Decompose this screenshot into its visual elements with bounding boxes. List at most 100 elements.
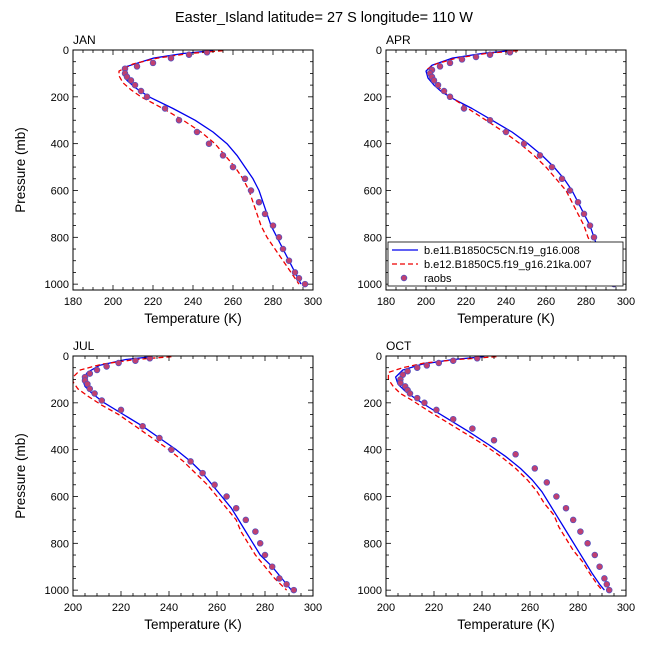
raobs-marker bbox=[591, 551, 599, 559]
legend-label: b.e11.B1850C5CN.f19_g16.008 bbox=[424, 245, 580, 257]
x-tick-label: 300 bbox=[304, 296, 322, 308]
raobs-marker bbox=[449, 415, 457, 423]
legend-label: raobs bbox=[424, 273, 452, 285]
raobs-marker bbox=[256, 540, 264, 547]
raobs-marker bbox=[435, 359, 443, 367]
raobs-marker bbox=[137, 87, 145, 95]
raobs-marker bbox=[458, 56, 466, 63]
raobs-marker bbox=[558, 175, 566, 183]
raobs-marker bbox=[143, 93, 151, 101]
raobs-marker bbox=[531, 465, 539, 472]
raobs-marker bbox=[203, 50, 211, 56]
raobs-marker bbox=[123, 73, 131, 81]
x-tick-label: 280 bbox=[264, 296, 282, 308]
x-tick-label: 260 bbox=[224, 296, 242, 308]
raobs-marker bbox=[506, 50, 514, 56]
x-tick-label: 300 bbox=[304, 602, 322, 614]
series-group bbox=[387, 356, 613, 594]
plot-frame bbox=[72, 355, 314, 597]
raobs-marker bbox=[436, 63, 444, 70]
raobs-marker bbox=[185, 51, 193, 58]
raobs-marker bbox=[175, 116, 183, 124]
y-tick-label: 800 bbox=[364, 538, 382, 550]
x-tick-label: 260 bbox=[521, 602, 539, 614]
raobs-marker bbox=[536, 152, 544, 159]
raobs-marker bbox=[472, 53, 480, 61]
raobs-marker bbox=[133, 63, 141, 70]
raobs-marker bbox=[301, 280, 309, 288]
y-tick-label: 600 bbox=[364, 185, 382, 197]
raobs-marker bbox=[276, 575, 283, 582]
panel-apr: 180 200 220 240 260 280 300 0 200 400 600 800 1000 AP… bbox=[358, 33, 636, 326]
panel-title: OCT bbox=[386, 339, 412, 353]
raobs-marker bbox=[91, 390, 98, 397]
x-tick-label: 240 bbox=[160, 602, 178, 614]
raobs-marker bbox=[205, 140, 213, 147]
raobs-marker bbox=[601, 575, 608, 582]
x-tick-label: 240 bbox=[497, 296, 515, 308]
raobs-marker bbox=[421, 399, 428, 407]
y-tick-label: 0 bbox=[63, 45, 69, 57]
series-group bbox=[425, 50, 618, 288]
y-tick-label: 600 bbox=[364, 491, 382, 503]
panel-oct: 200 220 240 260 280 300 0 200 400 600 800 1000 OCT Te… bbox=[358, 339, 636, 632]
y-tick-label: 0 bbox=[376, 45, 382, 57]
raobs-marker bbox=[433, 406, 440, 414]
x-axis-label: Temperature (K) bbox=[144, 311, 242, 326]
x-tick-label: 280 bbox=[569, 602, 587, 614]
raobs-marker bbox=[252, 528, 259, 535]
x-tick-label: 260 bbox=[208, 602, 226, 614]
legend-label: b.e12.B1850C5.f19_g16.21ka.007 bbox=[424, 259, 592, 271]
y-tick-label: 600 bbox=[51, 491, 69, 503]
series-line-model2 bbox=[118, 50, 300, 285]
raobs-marker bbox=[446, 93, 454, 101]
raobs-marker bbox=[566, 187, 574, 194]
y-tick-label: 200 bbox=[51, 398, 69, 410]
x-axis-label: Temperature (K) bbox=[457, 617, 555, 632]
raobs-marker bbox=[397, 379, 404, 387]
raobs-marker bbox=[434, 81, 442, 89]
y-tick-label: 1000 bbox=[45, 585, 69, 597]
y-tick-label: 400 bbox=[51, 445, 69, 457]
plot-frame bbox=[385, 355, 627, 597]
raobs-marker bbox=[103, 363, 110, 370]
raobs-marker bbox=[261, 551, 269, 559]
raobs-marker bbox=[446, 59, 454, 67]
plot-frame bbox=[72, 49, 314, 291]
series-group bbox=[118, 50, 309, 288]
raobs-marker bbox=[132, 357, 139, 364]
y-tick-label: 0 bbox=[63, 351, 69, 363]
raobs-marker bbox=[520, 140, 528, 147]
raobs-marker bbox=[502, 128, 510, 136]
x-tick-label: 260 bbox=[537, 296, 555, 308]
x-tick-label: 200 bbox=[417, 296, 435, 308]
y-tick-label: 400 bbox=[51, 139, 69, 151]
y-tick-label: 800 bbox=[364, 232, 382, 244]
raobs-marker bbox=[295, 275, 303, 282]
raobs-marker bbox=[98, 397, 106, 404]
y-tick-label: 800 bbox=[51, 232, 69, 244]
raobs-marker bbox=[543, 479, 551, 486]
raobs-marker bbox=[469, 425, 476, 432]
x-tick-label: 220 bbox=[425, 602, 443, 614]
y-tick-label: 400 bbox=[364, 445, 382, 457]
x-tick-label: 220 bbox=[144, 296, 162, 308]
raobs-marker bbox=[161, 105, 169, 112]
series-line-model2 bbox=[387, 356, 603, 591]
legend-marker bbox=[400, 274, 408, 282]
y-tick-label: 1000 bbox=[358, 585, 382, 597]
x-tick-label: 300 bbox=[617, 602, 635, 614]
y-axis-label: Pressure (mb) bbox=[13, 433, 28, 519]
series-line-model2 bbox=[73, 356, 288, 591]
raobs-marker bbox=[291, 269, 299, 276]
x-tick-label: 200 bbox=[64, 602, 82, 614]
raobs-marker bbox=[406, 390, 414, 397]
raobs-marker bbox=[404, 367, 411, 375]
raobs-marker bbox=[279, 245, 287, 253]
panel-title: APR bbox=[386, 33, 411, 47]
x-tick-label: 220 bbox=[457, 296, 475, 308]
raobs-marker bbox=[139, 422, 146, 430]
raobs-marker bbox=[269, 222, 277, 229]
raobs-marker bbox=[569, 516, 577, 524]
